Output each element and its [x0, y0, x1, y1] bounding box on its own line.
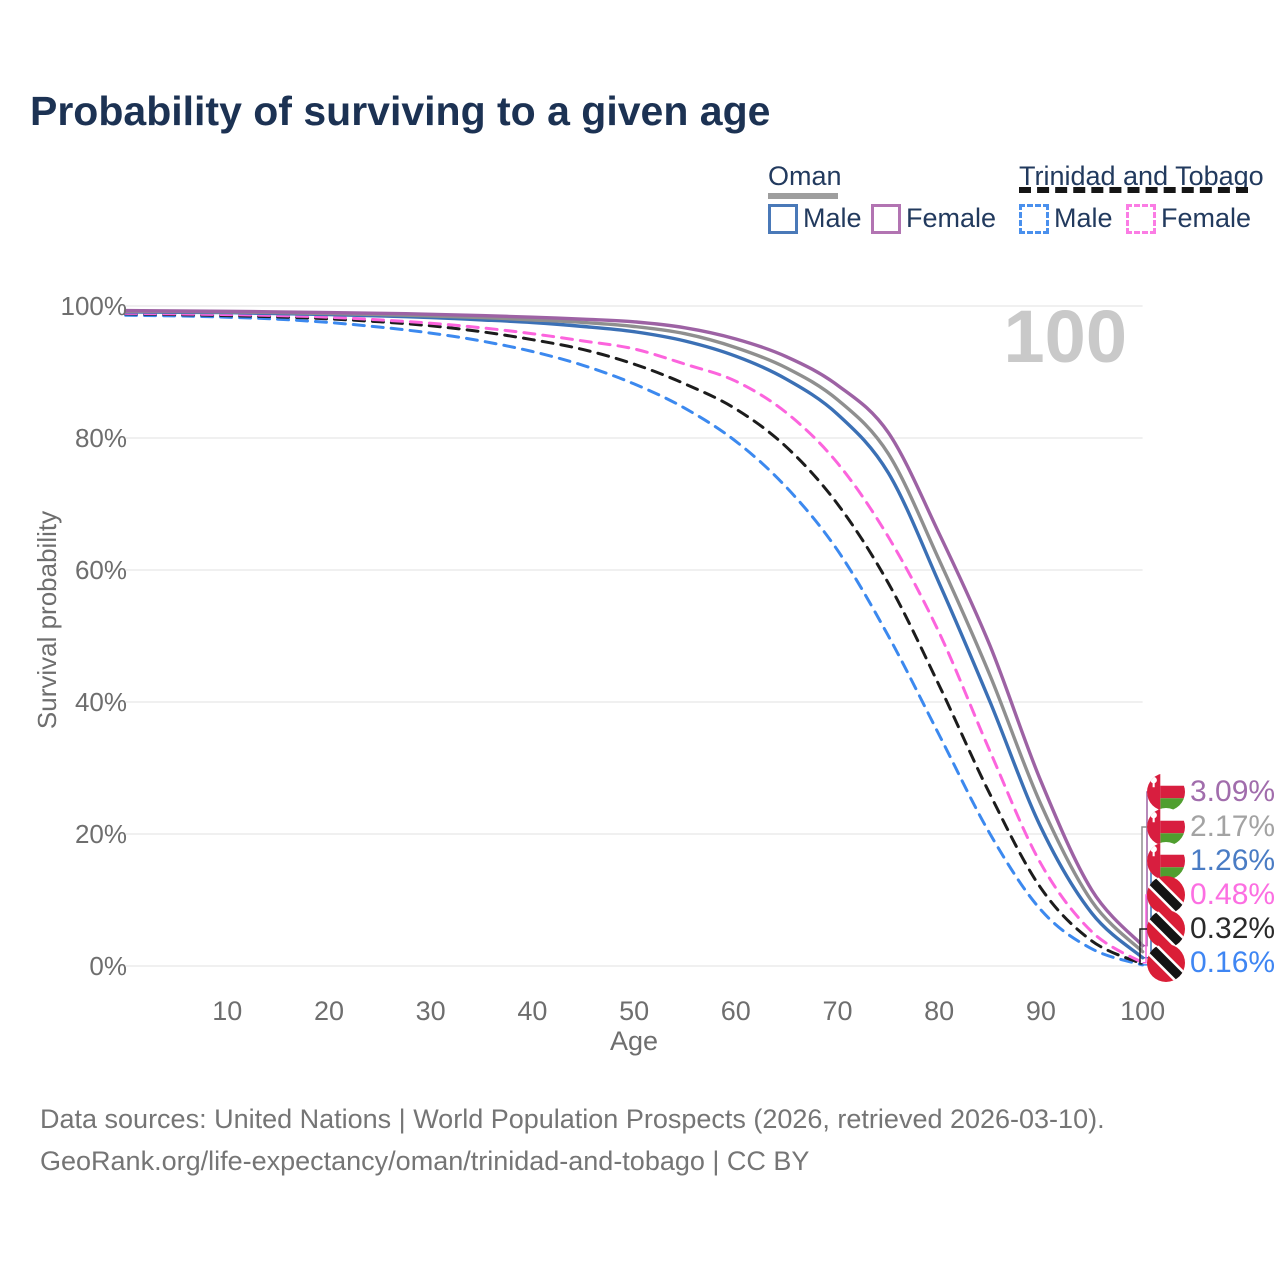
- end-value-trinidad-and-tobago-female: 0.48%: [1190, 878, 1276, 911]
- x-tick-70: 70: [822, 996, 853, 1026]
- trinidad-and-tobago-flag: [1147, 944, 1185, 982]
- end-label-connector: [1139, 928, 1150, 965]
- y-tick-80: 80%: [74, 423, 127, 453]
- y-tick-0: 0%: [89, 951, 127, 981]
- x-tick-50: 50: [619, 996, 650, 1026]
- trinidad-and-tobago-flag: [1147, 876, 1185, 914]
- legend-item-tt-male[interactable]: Male: [1019, 203, 1113, 234]
- oman-flag-icon: [1147, 842, 1185, 880]
- oman-solid-line-key: [768, 193, 838, 199]
- y-tick-60: 60%: [74, 555, 127, 585]
- legend-group-oman-title: Oman: [768, 161, 842, 191]
- x-tick-10: 10: [212, 996, 243, 1026]
- end-value-oman-all: 2.17%: [1190, 810, 1276, 843]
- end-value-trinidad-and-tobago-male: 0.16%: [1190, 946, 1276, 979]
- series-curve-trinidad-and-tobago-male[interactable]: [124, 313, 1145, 967]
- x-tick-100: 100: [1120, 996, 1166, 1026]
- x-tick-90: 90: [1025, 996, 1056, 1026]
- trinidad-and-tobago-flag-icon: [1147, 876, 1185, 914]
- oman-flag: [1147, 773, 1185, 811]
- attribution-line: GeoRank.org/life-expectancy/oman/trinida…: [40, 1146, 810, 1176]
- page-title: Probability of surviving to a given age: [30, 88, 771, 134]
- series-curve-oman-female[interactable]: [123, 308, 1145, 948]
- end-label-connector: [1141, 826, 1150, 953]
- age-watermark: 100: [1003, 295, 1127, 378]
- end-value-oman-male: 1.26%: [1190, 844, 1276, 877]
- series-curve-trinidad-and-tobago-female[interactable]: [124, 311, 1145, 965]
- series-curve-trinidad-and-tobago-all[interactable]: [124, 312, 1145, 966]
- x-tick-60: 60: [720, 996, 751, 1026]
- legend-label-tt-female: Female: [1161, 203, 1252, 233]
- tt-male-swatch: [1019, 203, 1049, 234]
- legend-item-oman-male[interactable]: Male: [768, 203, 862, 234]
- oman-flag-icon: [1147, 808, 1185, 846]
- data-source-line: Data sources: United Nations | World Pop…: [40, 1104, 1105, 1134]
- x-tick-40: 40: [517, 996, 548, 1026]
- legend-item-oman-female[interactable]: Female: [871, 203, 996, 234]
- end-value-oman-female: 3.09%: [1190, 775, 1276, 808]
- tt-dashed-line-key: [1019, 187, 1248, 193]
- legend-group-tt-title: Trinidad and Tobago: [1019, 161, 1264, 191]
- legend-label-oman-male: Male: [803, 203, 862, 233]
- oman-flag: [1147, 808, 1185, 846]
- oman-male-swatch: [768, 203, 798, 234]
- trinidad-and-tobago-flag-icon: [1147, 910, 1185, 948]
- legend-item-tt-female[interactable]: Female: [1126, 203, 1251, 234]
- y-axis-title: Survival probability: [32, 510, 62, 730]
- y-tick-20: 20%: [74, 819, 127, 849]
- x-axis-title: Age: [609, 1026, 659, 1056]
- oman-flag: [1147, 842, 1185, 880]
- series-curve-oman-all[interactable]: [123, 309, 1145, 954]
- x-tick-30: 30: [415, 996, 446, 1026]
- y-tick-40: 40%: [74, 687, 127, 717]
- y-tick-100: 100%: [60, 291, 128, 321]
- series-curve-oman-male[interactable]: [123, 310, 1145, 960]
- legend-label-tt-male: Male: [1054, 203, 1113, 233]
- trinidad-and-tobago-flag: [1147, 910, 1185, 948]
- oman-flag-icon: [1147, 773, 1185, 811]
- trinidad-and-tobago-flag-icon: [1147, 944, 1185, 982]
- x-tick-20: 20: [313, 996, 345, 1026]
- x-tick-80: 80: [924, 996, 955, 1026]
- legend-label-oman-female: Female: [906, 203, 997, 233]
- tt-female-swatch: [1126, 203, 1156, 234]
- end-value-trinidad-and-tobago-all: 0.32%: [1190, 912, 1276, 945]
- oman-female-swatch: [871, 203, 901, 234]
